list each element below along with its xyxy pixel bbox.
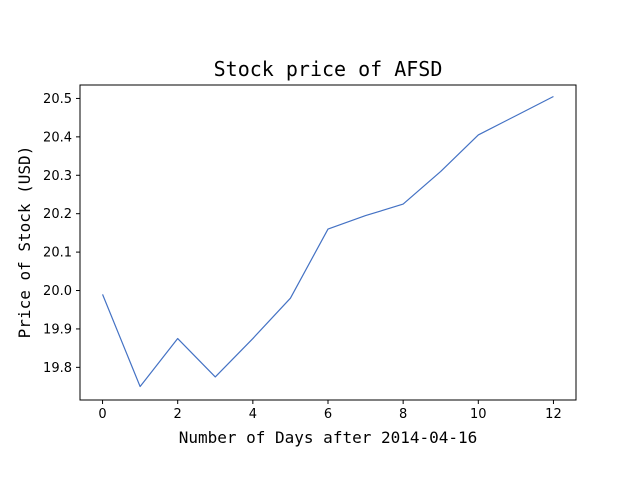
x-tick-label: 2 [174, 407, 182, 422]
y-tick-label: 20.2 [43, 207, 72, 222]
series-layer [103, 97, 554, 387]
y-tick-label: 19.9 [43, 322, 72, 337]
y-tick-label: 20.3 [43, 169, 72, 184]
x-tick-label: 6 [324, 407, 332, 422]
series-line-afsd [103, 97, 554, 387]
x-tick-label: 4 [249, 407, 257, 422]
x-tick-label: 8 [399, 407, 407, 422]
x-axis-label: Number of Days after 2014-04-16 [179, 428, 478, 447]
x-tick-label: 0 [98, 407, 106, 422]
y-tick-label: 20.0 [43, 284, 72, 299]
x-tick-label: 12 [545, 407, 562, 422]
x-tick-label: 10 [470, 407, 487, 422]
y-axis-label: Price of Stock (USD) [15, 146, 34, 339]
axis-ticks: 0 2 4 6 8 10 12 19.8 19.9 20.0 20.1 20.2 20.3 20.4 20.… [43, 92, 562, 422]
y-tick-label: 20.5 [43, 92, 72, 107]
plot-frame [80, 85, 576, 400]
chart-title: Stock price of AFSD [214, 57, 443, 81]
y-tick-label: 20.1 [43, 246, 72, 261]
y-tick-label: 19.8 [43, 361, 72, 376]
y-tick-label: 20.4 [43, 130, 72, 145]
